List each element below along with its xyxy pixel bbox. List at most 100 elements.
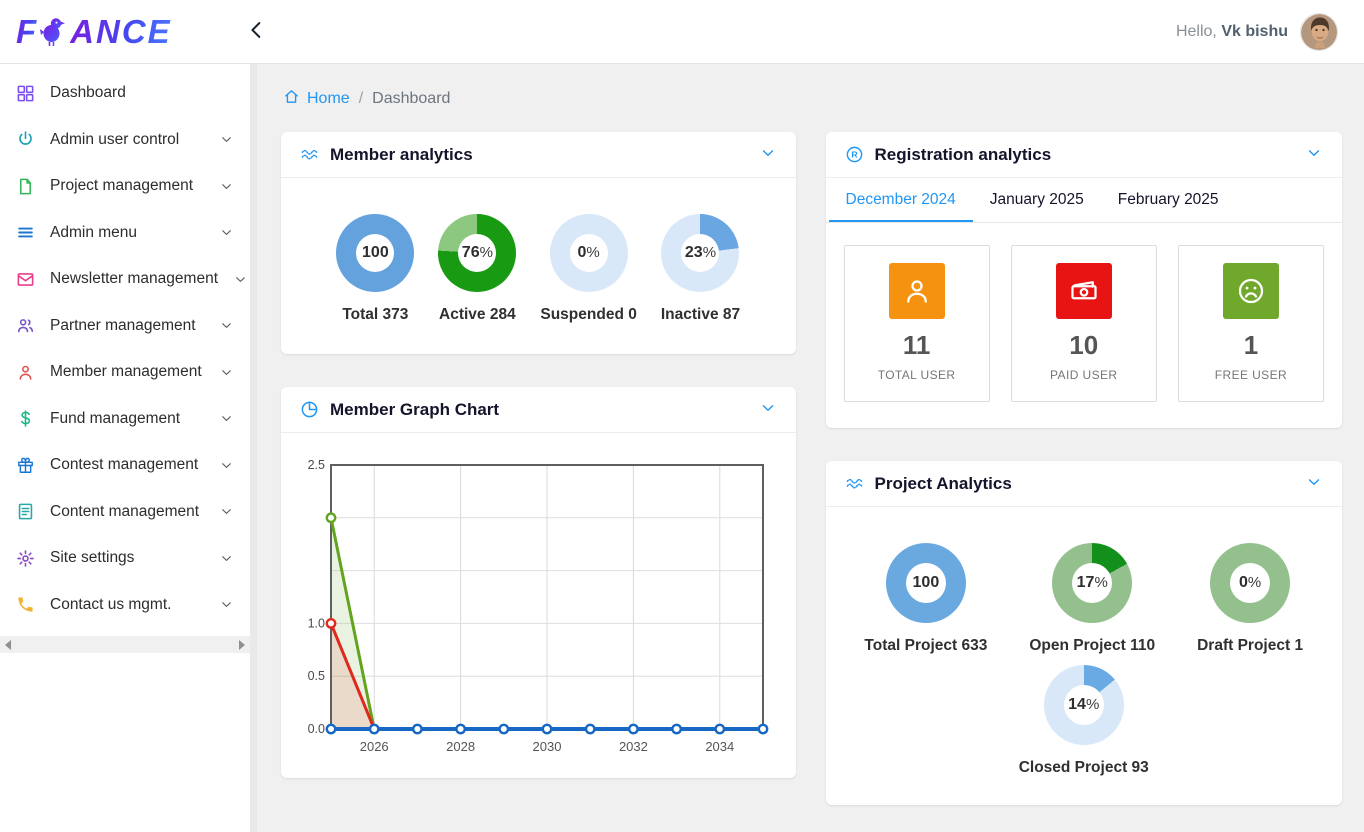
donut-label: Draft Project 1 bbox=[1197, 637, 1304, 654]
sidebar-item-admin-user-control[interactable]: Admin user control bbox=[0, 117, 250, 164]
donut-label: Suspended 0 bbox=[540, 306, 637, 323]
project-analytics-donuts-row1: 100 Total Project 633 17% Open Project 110 0… bbox=[826, 507, 1343, 655]
chevron-down-icon bbox=[1305, 473, 1323, 494]
donut-center-value: 0% bbox=[569, 234, 608, 272]
donut-number: 0 bbox=[1238, 574, 1248, 591]
waves-icon bbox=[845, 474, 864, 493]
power-icon bbox=[16, 130, 35, 149]
breadcrumb-home-link[interactable]: Home bbox=[283, 88, 350, 110]
donut-ring: 17% bbox=[1052, 543, 1133, 623]
donut-number: 14 bbox=[1068, 696, 1086, 713]
donut-ring: 100 bbox=[885, 543, 966, 623]
registration-analytics-header: R Registration analytics bbox=[825, 132, 1342, 178]
sidebar-horizontal-scrollbar[interactable] bbox=[0, 636, 250, 653]
tab-february-2025[interactable]: February 2025 bbox=[1101, 178, 1236, 222]
donut-suffix: % bbox=[1085, 696, 1100, 713]
tab-december-2024[interactable]: December 2024 bbox=[828, 178, 973, 222]
donut-ring: 14% bbox=[1043, 665, 1124, 745]
chevron-down-icon bbox=[219, 225, 234, 240]
sidebar-item-label: Admin user control bbox=[50, 130, 180, 148]
donut-number: 17 bbox=[1076, 574, 1095, 591]
stat-card-total-user: 11 TOTAL USER bbox=[843, 245, 990, 402]
member-analytics-collapse-button[interactable] bbox=[759, 144, 777, 165]
donut-open-project-110: 17% Open Project 110 bbox=[1029, 543, 1155, 655]
greeting-label: Hello, bbox=[1175, 22, 1217, 40]
app-logo[interactable]: F ANCE bbox=[0, 13, 232, 51]
svg-text:2032: 2032 bbox=[619, 739, 648, 754]
donut-center-value: 14% bbox=[1063, 685, 1104, 725]
banknote-icon bbox=[1055, 263, 1112, 319]
donut-draft-project-1: 0% Draft Project 1 bbox=[1197, 543, 1303, 655]
donut-total-project-633: 100 Total Project 633 bbox=[864, 543, 987, 655]
sidebar-vertical-scrollbar[interactable] bbox=[250, 64, 257, 832]
main-content: Home / Dashboard Member analytics 100 Tot… bbox=[257, 64, 1364, 832]
sidebar-item-admin-menu[interactable]: Admin menu bbox=[0, 210, 250, 257]
header-user-area: Hello, Vk bishu bbox=[1175, 12, 1364, 51]
donut-number: 23 bbox=[684, 244, 703, 261]
member-graph-chart: 0.0 0.5 1.0 2.5 2026 2028 2030 2032 2034 bbox=[281, 433, 796, 778]
bird-logo-icon bbox=[39, 15, 69, 49]
member-graph-collapse-button[interactable] bbox=[759, 399, 777, 420]
pie-chart-icon bbox=[300, 400, 319, 419]
sidebar-item-newsletter-management[interactable]: Newsletter management bbox=[0, 256, 250, 303]
chevron-down-icon bbox=[219, 551, 234, 566]
sidebar-item-label: Site settings bbox=[50, 549, 135, 567]
member-analytics-donuts: 100 Total 373 76% Active 284 0% Suspended 0 23… bbox=[281, 178, 796, 354]
member-graph-header: Member Graph Chart bbox=[281, 387, 796, 433]
sidebar-item-fund-management[interactable]: Fund management bbox=[0, 396, 250, 443]
users-icon bbox=[16, 316, 35, 335]
sidebar-item-contest-management[interactable]: Contest management bbox=[0, 442, 250, 489]
grid-icon bbox=[16, 84, 35, 103]
chevron-down-icon bbox=[1305, 144, 1323, 165]
registration-analytics-title: Registration analytics bbox=[874, 144, 1052, 164]
sidebar-item-label: Member management bbox=[50, 363, 202, 381]
waves-icon bbox=[300, 145, 319, 164]
sidebar-item-contact-us-mgmt[interactable]: Contact us mgmt. bbox=[0, 582, 250, 629]
donut-label: Open Project 110 bbox=[1029, 637, 1156, 654]
svg-text:2026: 2026 bbox=[360, 739, 389, 754]
sidebar-item-partner-management[interactable]: Partner management bbox=[0, 303, 250, 350]
project-analytics-collapse-button[interactable] bbox=[1305, 473, 1323, 494]
sidebar-item-label: Newsletter management bbox=[50, 270, 218, 288]
sidebar-item-label: Partner management bbox=[50, 316, 196, 334]
scroll-right-arrow-icon[interactable] bbox=[239, 639, 245, 650]
donut-number: 100 bbox=[912, 574, 940, 591]
chevron-down-icon bbox=[219, 179, 234, 194]
svg-text:2.5: 2.5 bbox=[308, 458, 325, 472]
registration-tabs: December 2024 January 2025 February 2025 bbox=[825, 178, 1342, 223]
sidebar-item-content-management[interactable]: Content management bbox=[0, 489, 250, 536]
sidebar-collapse-button[interactable] bbox=[246, 19, 268, 44]
svg-text:2034: 2034 bbox=[705, 739, 734, 754]
sidebar-item-member-management[interactable]: Member management bbox=[0, 349, 250, 396]
chevron-down-icon bbox=[233, 272, 248, 287]
svg-text:1.0: 1.0 bbox=[308, 616, 325, 630]
scroll-left-arrow-icon[interactable] bbox=[5, 639, 11, 650]
stat-card-free-user: 1 FREE USER bbox=[1177, 245, 1325, 402]
registration-analytics-collapse-button[interactable] bbox=[1305, 144, 1323, 165]
person-icon bbox=[888, 263, 945, 319]
stat-label: TOTAL USER bbox=[877, 368, 956, 382]
sidebar-item-dashboard[interactable]: Dashboard bbox=[0, 70, 250, 117]
donut-center-value: 76% bbox=[458, 234, 497, 272]
sidebar-item-site-settings[interactable]: Site settings bbox=[0, 535, 250, 582]
menu-icon bbox=[16, 223, 35, 242]
donut-center-value: 100 bbox=[905, 563, 946, 603]
tab-january-2025[interactable]: January 2025 bbox=[973, 178, 1101, 222]
doc-icon bbox=[16, 502, 35, 521]
sidebar-item-project-management[interactable]: Project management bbox=[0, 163, 250, 210]
chevron-down-icon bbox=[219, 504, 234, 519]
donut-number: 100 bbox=[362, 244, 389, 261]
donut-inactive-87: 23% Inactive 87 bbox=[661, 214, 740, 324]
donut-suffix: % bbox=[479, 244, 493, 261]
sidebar-item-label: Project management bbox=[50, 177, 194, 195]
donut-ring: 23% bbox=[661, 214, 740, 292]
gear-icon bbox=[16, 549, 35, 568]
donut-ring: 0% bbox=[549, 214, 628, 292]
sidebar-item-label: Contest management bbox=[50, 456, 199, 474]
donut-label: Total 373 bbox=[342, 306, 409, 323]
top-header: F ANCE Hello, Vk bishu bbox=[0, 0, 1364, 64]
svg-text:0.5: 0.5 bbox=[308, 669, 325, 683]
avatar[interactable] bbox=[1300, 12, 1338, 51]
svg-text:2028: 2028 bbox=[446, 739, 475, 754]
sidebar-item-label: Fund management bbox=[50, 409, 181, 427]
